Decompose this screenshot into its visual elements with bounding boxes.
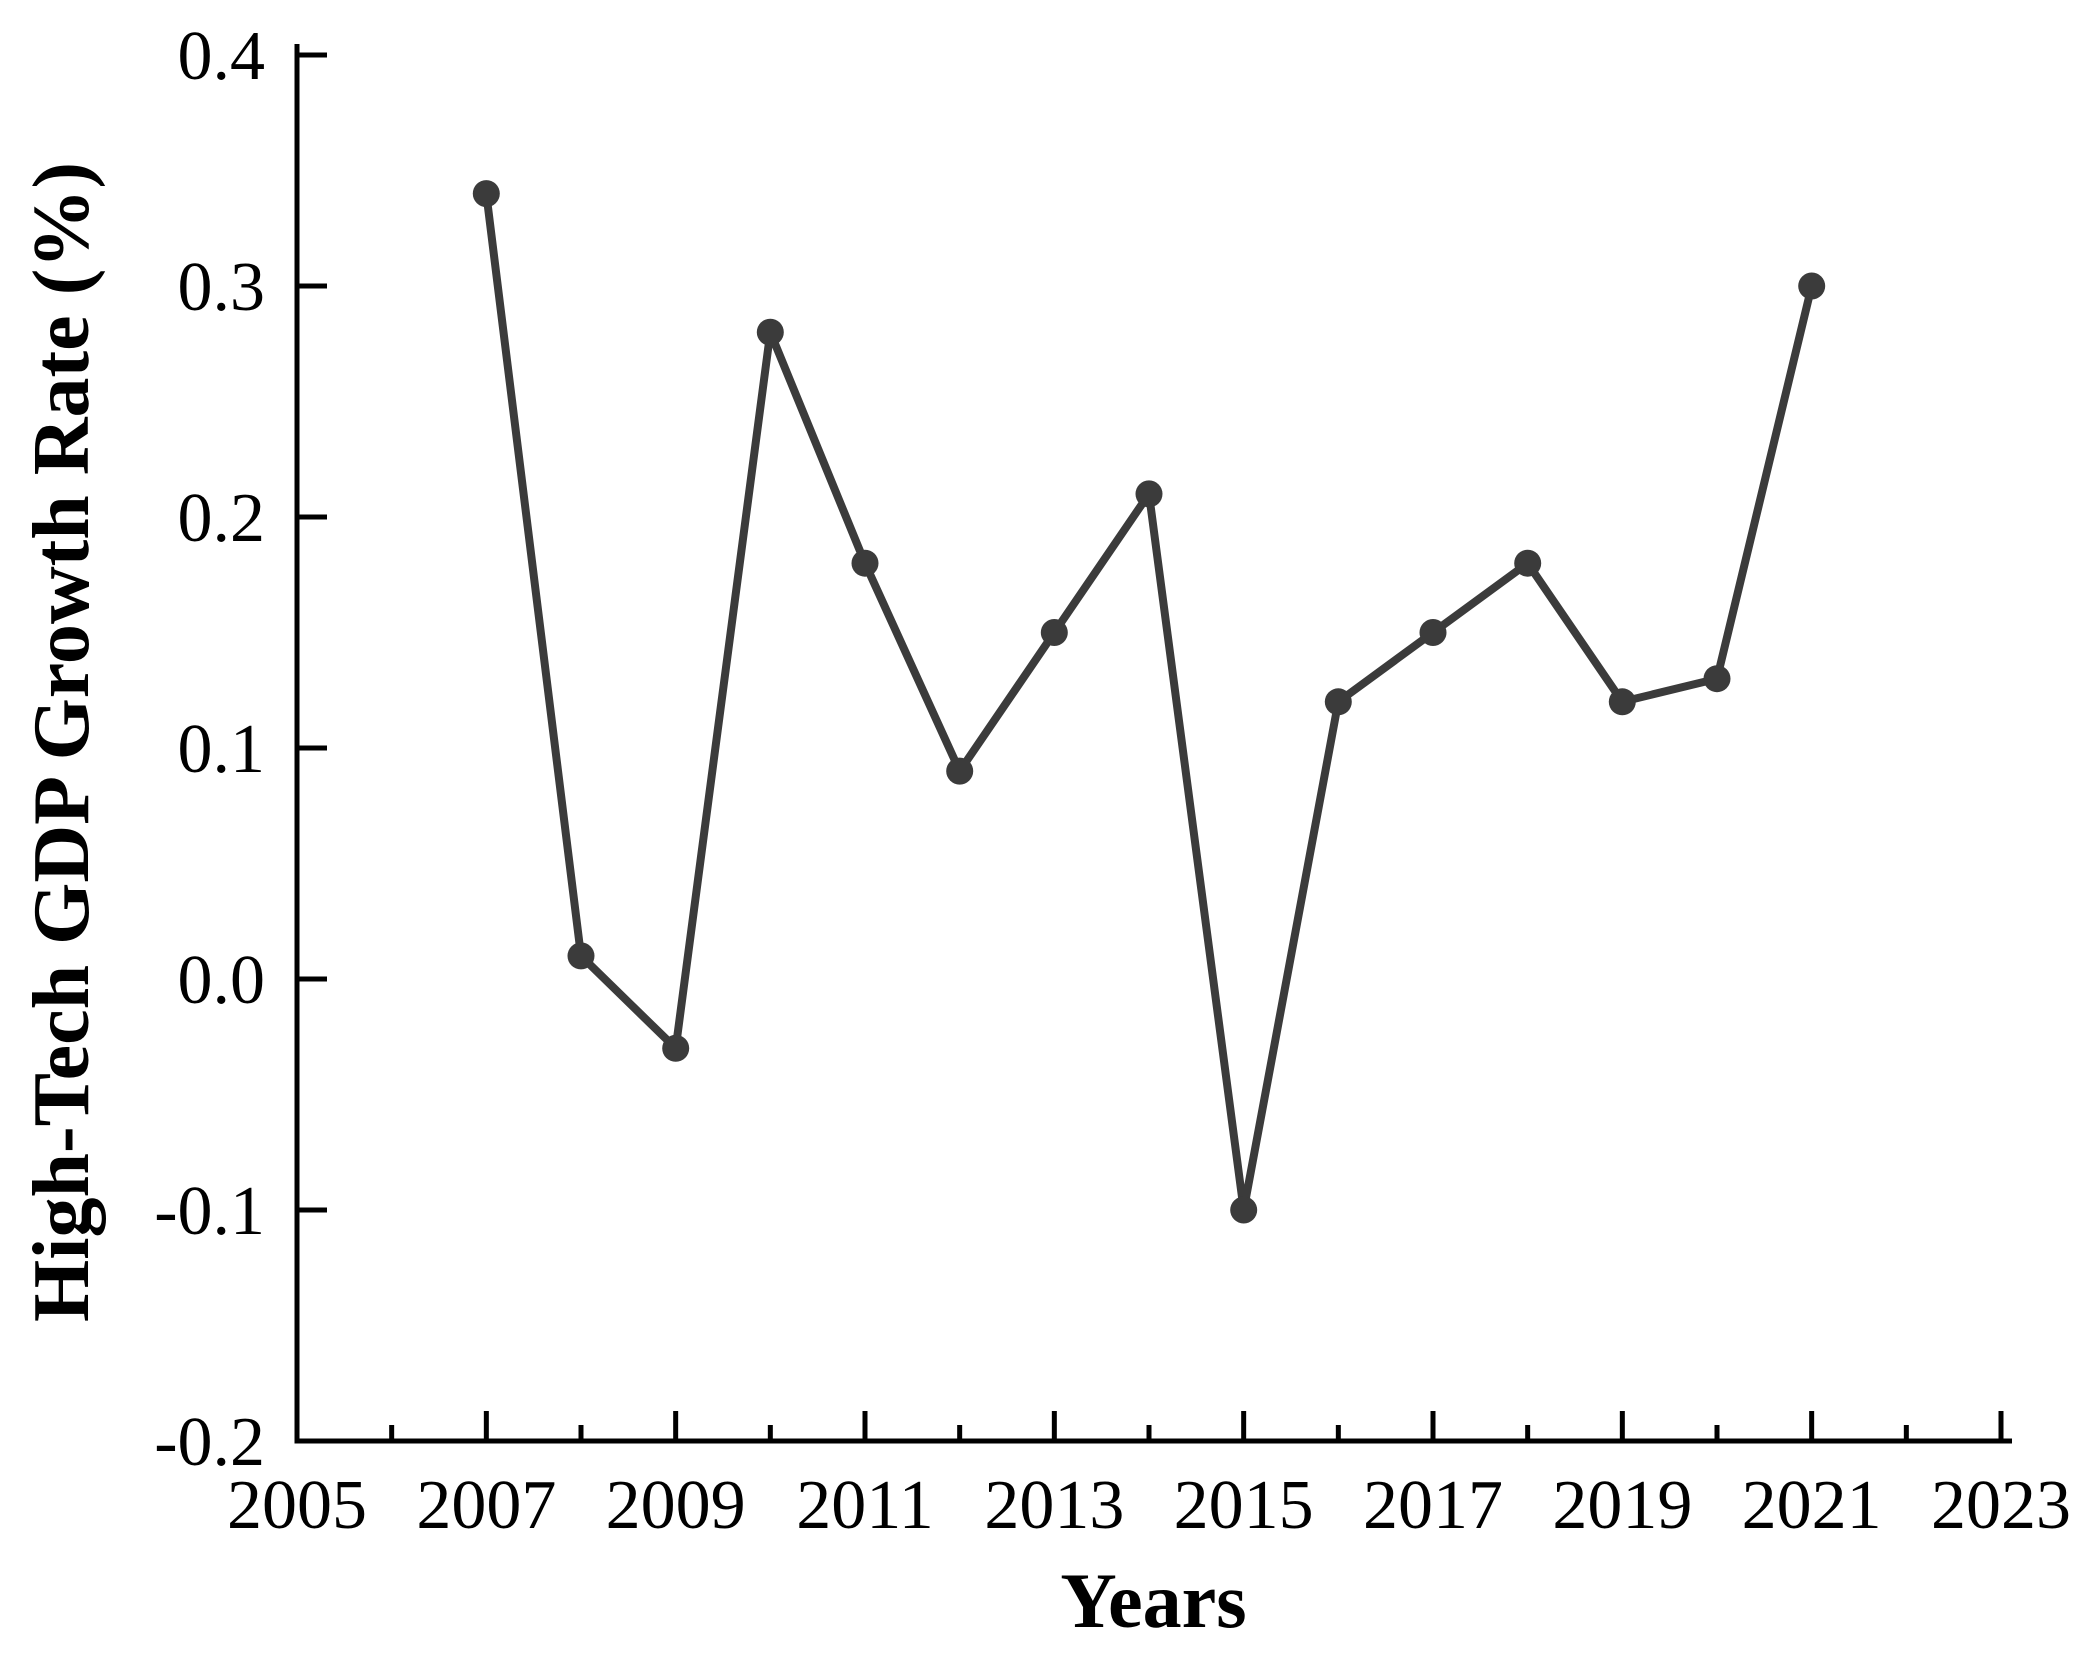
data-point <box>946 757 974 785</box>
data-point <box>1040 619 1068 646</box>
tick-labels: -0.2 -0.1 0.0 0.1 0.2 0.3 0.4 2005 2007 2009 2011 2… <box>154 18 2071 1544</box>
data-series <box>472 180 1826 1224</box>
y-axis-title: High-Tech GDP Growth Rate (%) <box>18 162 106 1322</box>
x-tick-label: 2009 <box>606 1467 746 1544</box>
data-point <box>1608 688 1636 716</box>
axes <box>294 44 2012 1444</box>
y-tick-label: -0.1 <box>154 1173 265 1250</box>
y-tick-label: 0.3 <box>178 249 266 326</box>
data-point <box>1798 272 1826 300</box>
data-point <box>1135 480 1163 508</box>
x-tick-label: 2023 <box>1931 1467 2071 1544</box>
x-tick-label: 2005 <box>227 1467 367 1544</box>
data-point <box>472 180 500 208</box>
data-point <box>567 942 595 970</box>
data-point <box>1324 688 1352 716</box>
x-tick-label: 2015 <box>1174 1467 1314 1544</box>
data-point <box>1703 665 1731 693</box>
y-tick-label: -0.2 <box>154 1404 265 1481</box>
x-tick-label: 2011 <box>796 1467 933 1544</box>
data-point <box>662 1034 690 1062</box>
data-point <box>756 318 784 346</box>
data-point <box>1230 1196 1258 1224</box>
data-point <box>1419 619 1447 646</box>
y-tick-label: 0.1 <box>178 711 266 788</box>
data-point <box>851 549 879 577</box>
x-axis-title: Years <box>1060 1557 1247 1644</box>
x-tick-label: 2017 <box>1363 1467 1503 1544</box>
x-tick-label: 2021 <box>1742 1467 1882 1544</box>
data-point <box>1514 549 1542 577</box>
x-tick-label: 2007 <box>416 1467 556 1544</box>
y-tick-label: 0.4 <box>178 18 266 95</box>
x-tick-label: 2013 <box>984 1467 1124 1544</box>
y-tick-label: 0.2 <box>178 480 266 557</box>
x-tick-label: 2019 <box>1552 1467 1692 1544</box>
y-tick-label: 0.0 <box>178 942 266 1019</box>
